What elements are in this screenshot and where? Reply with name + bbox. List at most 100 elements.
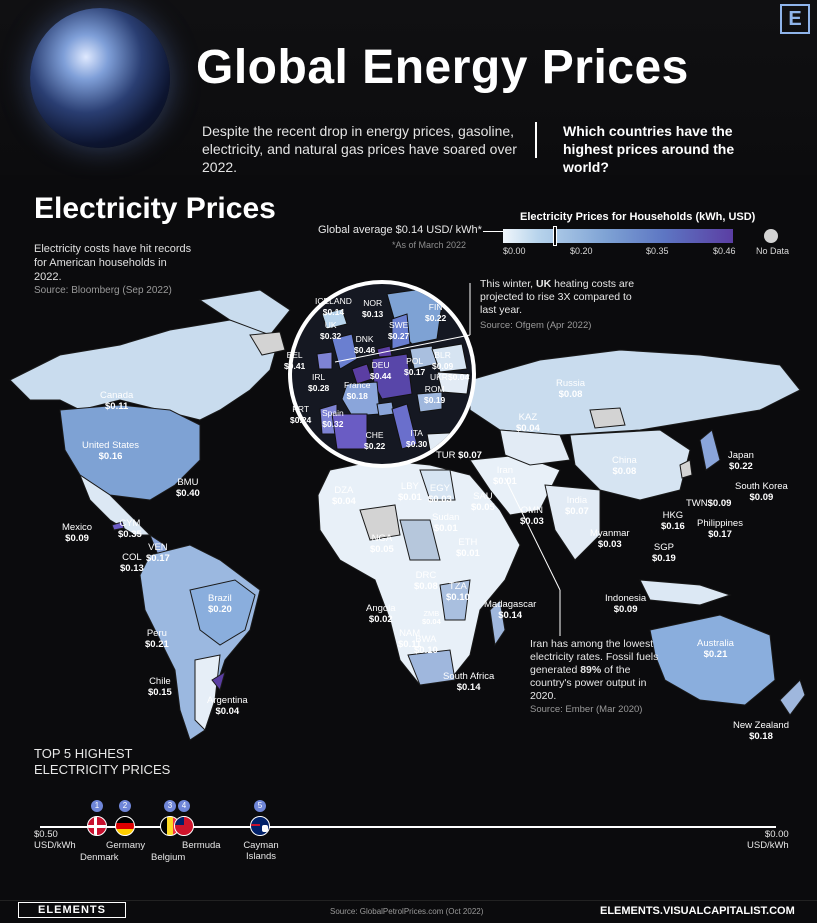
- country-label-russia: Russia $0.08: [556, 378, 586, 400]
- country-label-lby: LBY $0.01: [398, 481, 422, 503]
- country-label-madagascar: Madagascar $0.14: [484, 599, 537, 621]
- europe-label-bel: BEL $0.41: [284, 350, 306, 371]
- legend-tick: $0.35: [646, 246, 669, 256]
- country-label-kaz: KAZ $0.04: [516, 412, 540, 434]
- country-label-ven: VEN $0.17: [146, 542, 170, 564]
- header-question: Which countries have the highest prices …: [563, 123, 735, 175]
- country-label-united-states: United States $0.16: [82, 440, 140, 462]
- flag-label-bermuda: Bermuda: [182, 840, 221, 851]
- germany-flag-icon: [115, 816, 135, 836]
- global-average-label: Global average $0.14 USD/ kWh*: [318, 224, 482, 236]
- europe-label-prt: PRT $0.24: [290, 404, 312, 425]
- footer-bar: [0, 900, 817, 923]
- no-data-regions: [249, 331, 693, 541]
- country-label-bmu: BMU $0.40: [176, 477, 200, 499]
- legend-tick: $0.20: [570, 246, 593, 256]
- footer-logo: ELEMENTS: [18, 902, 126, 918]
- country-label-chile: Chile $0.15: [148, 676, 172, 698]
- legend-average-marker: [553, 226, 557, 246]
- country-label-argentina: Argentina $0.04: [207, 695, 248, 717]
- footer-site-link[interactable]: ELEMENTS.VISUALCAPITALIST.COM: [600, 905, 795, 917]
- country-label-tza: TZA $0.10: [446, 581, 470, 603]
- europe-label-rom: ROM $0.19: [424, 384, 446, 405]
- europe-label-uk: UK $0.32: [320, 320, 342, 341]
- denmark-flag-icon: [87, 816, 107, 836]
- country-label-sgp: SGP $0.19: [652, 542, 676, 564]
- country-label-new-zealand: New Zealand $0.18: [733, 720, 789, 742]
- country-label-mexico: Mexico $0.09: [62, 522, 93, 544]
- europe-label-deu: DEU $0.44: [370, 360, 392, 381]
- rank-badge: 1: [91, 800, 103, 812]
- flag-label-cayman-islands: Cayman Islands: [243, 840, 279, 862]
- country-label-canada: Canada $0.11: [100, 390, 134, 412]
- top5-title: TOP 5 HIGHEST ELECTRICITY PRICES: [34, 746, 171, 777]
- uk-note-leader-diagonal: [334, 334, 471, 363]
- flag-label-belgium: Belgium: [151, 852, 186, 863]
- asia-pacific: [469, 349, 806, 716]
- rank-badge: 5: [254, 800, 266, 812]
- uk-heating-note: This winter, UK heating costs are projec…: [480, 278, 635, 316]
- flag-label-germany: Germany: [106, 840, 146, 851]
- country-label-tur: TUR $0.07: [436, 450, 482, 461]
- country-label-hkg: HKG $0.16: [661, 510, 685, 532]
- global-average-date: *As of March 2022: [392, 240, 467, 250]
- country-label-iran: Iran $0.01: [493, 465, 517, 487]
- iran-note-leader: [504, 477, 561, 591]
- europe-label-iceland: ICELAND $0.14: [315, 296, 352, 317]
- globe-icon: [30, 8, 170, 148]
- country-label-omn: OMN $0.03: [520, 505, 544, 527]
- country-label-zmb: ZMB $0.04: [422, 609, 441, 626]
- europe-label-swe: SWE $0.27: [388, 320, 410, 341]
- country-label-peru: Peru $0.21: [145, 628, 169, 650]
- europe-label-ukr: UKR$0.04: [430, 372, 470, 382]
- europe-label-ita: ITA $0.30: [406, 428, 428, 449]
- country-label-bwa: BWA $0.10: [414, 634, 438, 656]
- legend-tick: $0.00: [503, 246, 526, 256]
- country-label-nga: NGA $0.05: [370, 533, 394, 555]
- footer-source: Source: GlobalPetrolPrices.com (Oct 2022…: [330, 907, 484, 916]
- cayman-islands-flag-icon: [250, 816, 270, 836]
- no-data-label: No Data: [756, 246, 790, 256]
- electricity-source: Source: Bloomberg (Sep 2022): [34, 285, 172, 296]
- country-label-japan: Japan $0.22: [728, 450, 754, 472]
- country-label-angola: Angola $0.02: [366, 603, 396, 625]
- rank-badge: 2: [119, 800, 131, 812]
- header-divider: [535, 122, 537, 158]
- scale-right-label: $0.00 USD/kWh: [747, 829, 789, 851]
- price-scale-line: [40, 826, 776, 828]
- europe-label-che: CHE $0.22: [364, 430, 386, 451]
- country-label-indonesia: Indonesia $0.09: [605, 593, 647, 615]
- flag-label-denmark: Denmark: [80, 852, 119, 863]
- north-america: [9, 289, 291, 561]
- rank-badge: 4: [178, 800, 190, 812]
- europe-label-pol: POL $0.17: [404, 356, 426, 377]
- intro-text: Despite the recent drop in energy prices…: [202, 123, 517, 175]
- country-label-brazil: Brazil $0.20: [208, 593, 232, 615]
- south-america: [139, 544, 261, 741]
- country-label-eth: ETH $0.01: [456, 537, 480, 559]
- country-label-cym: CYM $0.35: [118, 518, 142, 540]
- country-label-myanmar: Myanmar $0.03: [590, 528, 630, 550]
- uk-heating-source: Source: Ofgem (Apr 2022): [480, 320, 592, 331]
- elements-logo-icon: E: [780, 4, 810, 34]
- country-label-col: COL $0.13: [120, 552, 144, 574]
- page-title: Global Energy Prices: [196, 41, 689, 94]
- europe-label-spain: Spain $0.32: [322, 408, 344, 429]
- country-label-south-korea: South Korea $0.09: [735, 481, 788, 503]
- europe-label-fin: FIN $0.22: [425, 302, 447, 323]
- country-label-twn: TWN$0.09: [686, 498, 732, 509]
- legend-title: Electricity Prices for Households (kWh, …: [520, 211, 756, 223]
- country-label-south-africa: South Africa $0.14: [443, 671, 495, 693]
- country-label-sudan: Sudan $0.01: [432, 512, 460, 534]
- country-label-nam: NAM $0.11: [398, 628, 422, 650]
- rank-badge: 3: [164, 800, 176, 812]
- country-label-sau: SAU $0.05: [471, 491, 495, 513]
- europe-label-irl: IRL $0.28: [308, 372, 330, 393]
- country-label-australia: Australia $0.21: [697, 638, 734, 660]
- europe-label-blr: BLR $0.09: [432, 350, 454, 371]
- country-label-philippines: Philippines $0.17: [697, 518, 743, 540]
- legend-tick: $0.46: [713, 246, 736, 256]
- country-label-india: India $0.07: [565, 495, 589, 517]
- legend-color-scale: [503, 229, 733, 243]
